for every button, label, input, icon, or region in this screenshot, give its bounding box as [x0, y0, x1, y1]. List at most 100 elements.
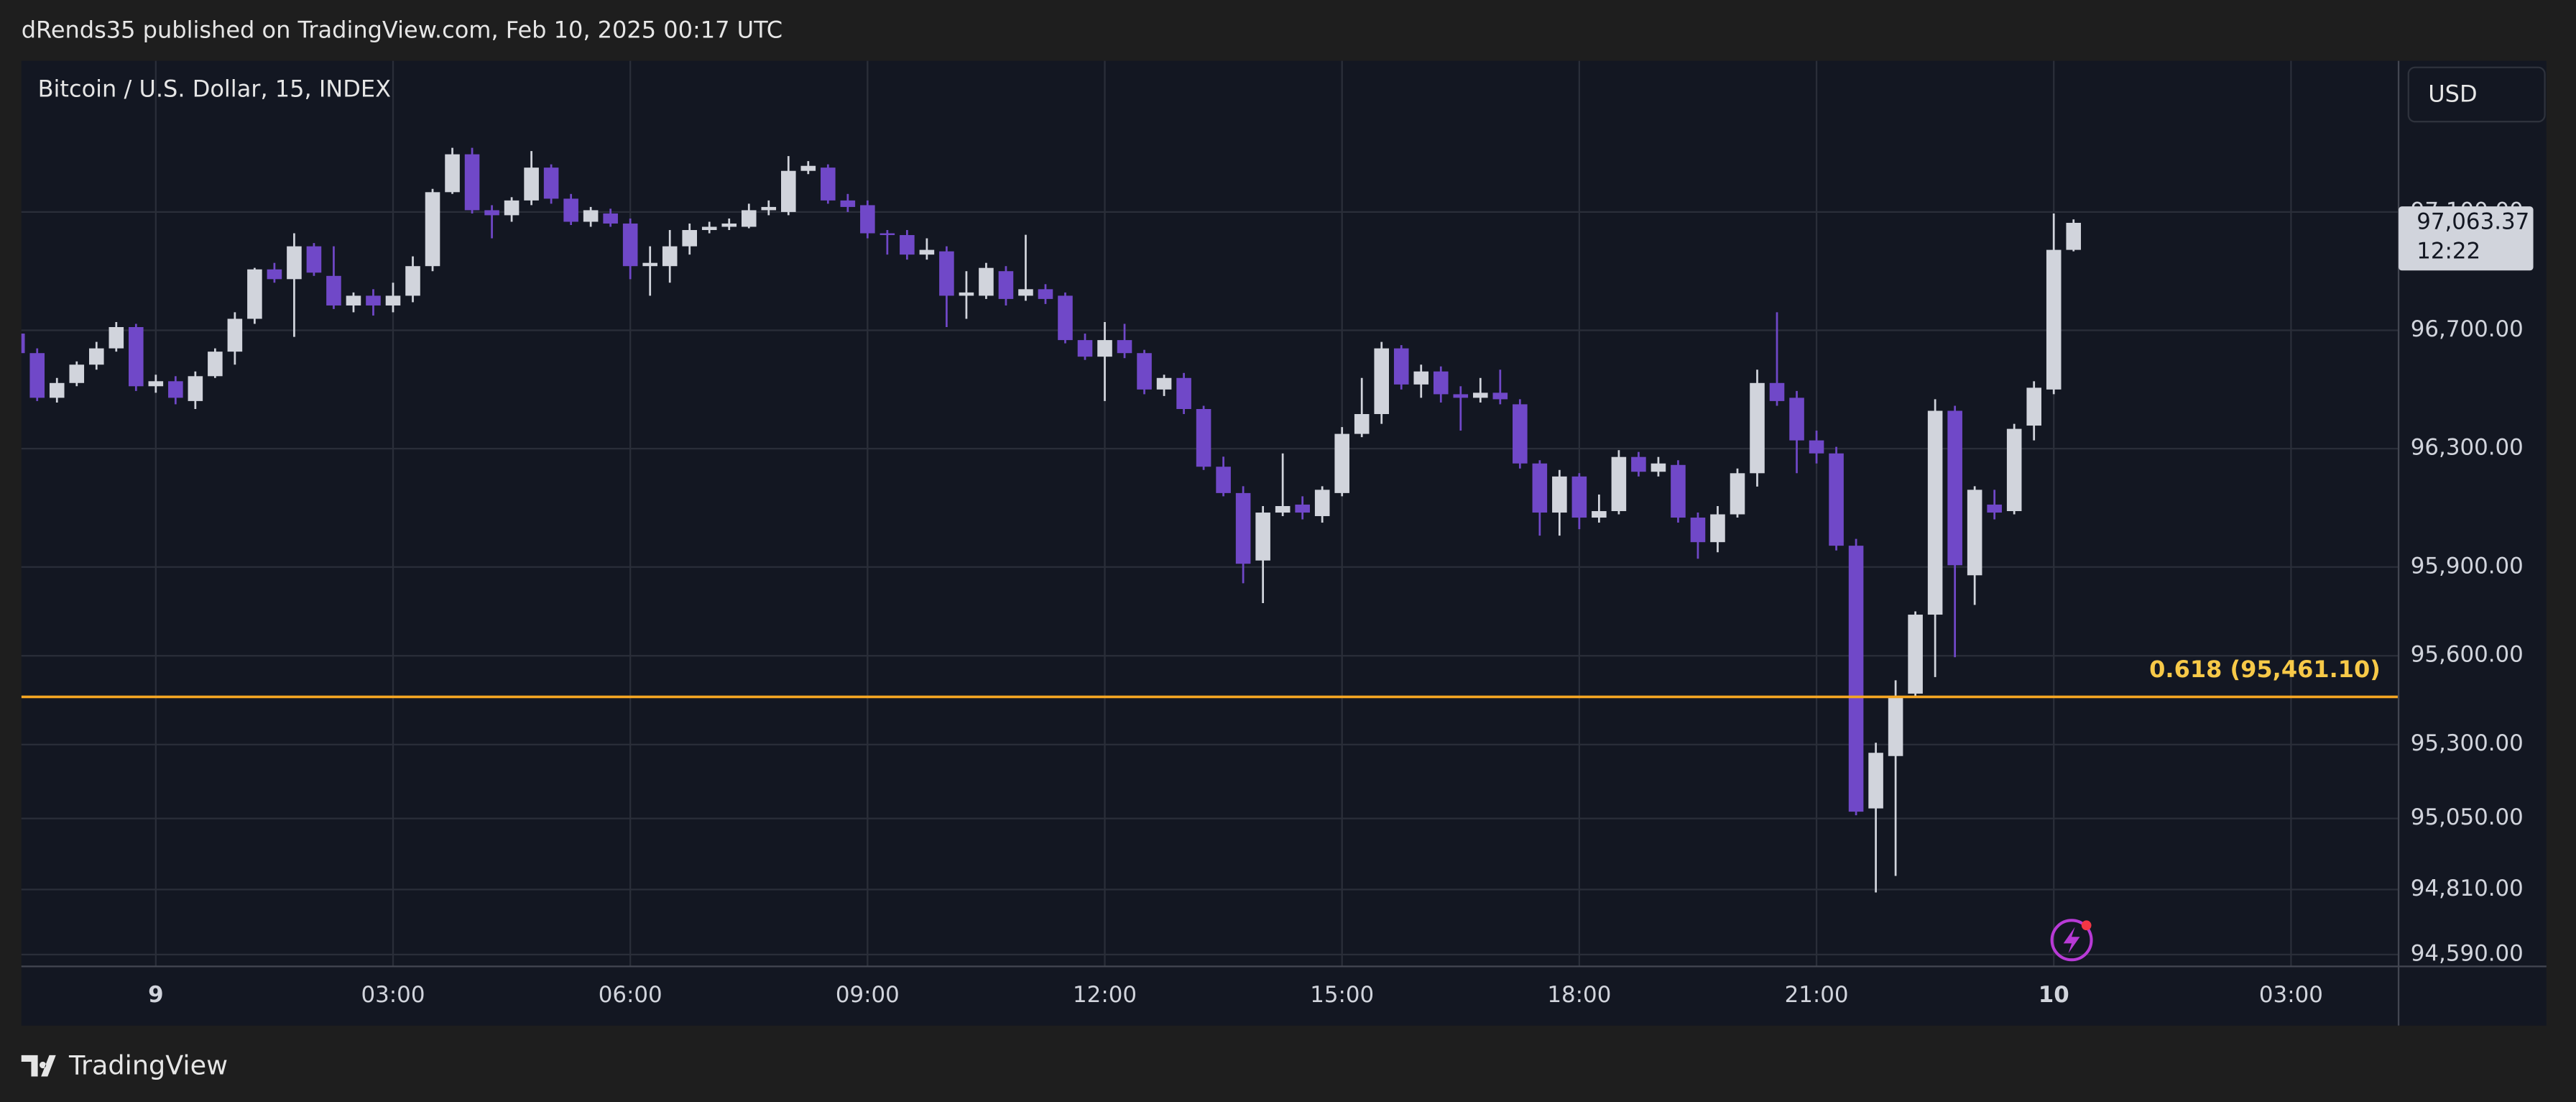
candle-body [1789, 398, 1804, 441]
candle-body [721, 223, 737, 227]
candle-body [287, 246, 302, 280]
fib-level-label: 0.618 (95,461.10) [2149, 656, 2381, 683]
candle-body [425, 192, 440, 267]
candle-body [860, 205, 875, 234]
candle-body [1532, 463, 1548, 513]
alert-ring[interactable] [2050, 919, 2093, 962]
candle-body [2026, 387, 2041, 426]
candle-body [148, 381, 164, 387]
candle-body [1413, 371, 1429, 385]
candle-body [1453, 394, 1469, 398]
candle-body [1513, 404, 1528, 464]
candle-body [1097, 340, 1112, 357]
y-tick-label: 94,590.00 [2411, 940, 2524, 966]
candle-body [1492, 392, 1508, 400]
candle-body [1592, 510, 1607, 518]
alert-icon[interactable] [2050, 919, 2093, 962]
candle-body [1196, 408, 1211, 467]
candle-body [1809, 440, 1824, 454]
candle-body [939, 251, 954, 296]
tv-logo [21, 1055, 56, 1077]
candle-body [1295, 504, 1310, 513]
candle-body [1671, 464, 1686, 518]
candle-body [1690, 518, 1706, 543]
currency-button[interactable] [2407, 66, 2546, 123]
x-tick-label: 10 [2039, 982, 2069, 1008]
candle-body [208, 352, 223, 377]
candle-body [227, 318, 243, 352]
candle-body [1908, 615, 1923, 694]
candle-body [1235, 492, 1251, 564]
candle-body [1334, 433, 1349, 493]
candle-body [1137, 353, 1152, 390]
x-tick-label: 15:00 [1310, 982, 1374, 1008]
candle-body [129, 326, 144, 387]
last-price-badge [2399, 206, 2534, 271]
candle-body [622, 223, 638, 267]
x-tick-label: 12:00 [1073, 982, 1137, 1008]
candle-body [1156, 377, 1172, 390]
candle-body [1216, 467, 1231, 493]
y-tick-label: 95,050.00 [2411, 804, 2524, 830]
candle-body [979, 267, 994, 296]
candle-body [741, 210, 757, 227]
candle-body [109, 326, 124, 349]
candle-body [504, 200, 520, 216]
alert-bolt[interactable] [2063, 927, 2080, 954]
candle-body [1750, 382, 1765, 474]
candle-body [1868, 753, 1883, 809]
candle-body [840, 200, 856, 207]
candle-body [1888, 697, 1903, 756]
candle-body [21, 334, 25, 354]
x-tick-label: 06:00 [599, 982, 663, 1008]
candle-body [1631, 456, 1646, 472]
x-tick-label: 03:00 [2259, 982, 2323, 1008]
candle-body [900, 235, 915, 255]
candle-body [701, 226, 717, 231]
candle-body [1769, 382, 1785, 401]
candle-body [761, 206, 777, 211]
candle-body [583, 210, 599, 222]
candle-body [780, 170, 796, 212]
candle-body [821, 167, 836, 201]
y-tick-label: 96,700.00 [2411, 316, 2524, 342]
candle-body [1710, 514, 1725, 543]
candle-body [1651, 463, 1666, 472]
candle-body [662, 246, 678, 267]
candle-body [2006, 428, 2022, 511]
y-tick-label: 94,810.00 [2411, 876, 2524, 901]
alert-dot[interactable] [2081, 920, 2092, 931]
candle-body [919, 249, 935, 255]
candle-body [2066, 222, 2082, 250]
candle-body [959, 292, 974, 296]
candle-body [563, 198, 578, 222]
brand-name: TradingView [68, 1050, 228, 1080]
candle-body [998, 271, 1014, 299]
candle-body [88, 348, 104, 365]
last-price-label: 97,063.37 [2416, 208, 2529, 234]
candle-body [1275, 505, 1291, 513]
candle-body [168, 381, 183, 398]
axes: 97,100.0096,700.0096,300.0095,900.0095,6… [148, 198, 2534, 1008]
candle-body [1433, 371, 1449, 395]
candle-body [524, 167, 539, 201]
candle-body [2046, 249, 2062, 390]
candle-body [1354, 413, 1370, 434]
candle-body [69, 364, 85, 383]
candle-body [1829, 453, 1844, 546]
candle-body [267, 269, 282, 280]
candle-body [464, 154, 480, 211]
x-tick-label: 03:00 [361, 982, 425, 1008]
candle-body [445, 154, 460, 193]
candle-body [880, 233, 895, 236]
y-tick-label: 96,300.00 [2411, 435, 2524, 461]
tv-logo-mark [21, 1055, 56, 1077]
currency-label[interactable]: USD [2428, 81, 2477, 108]
candle-body [1393, 348, 1409, 385]
candle-body [642, 262, 657, 267]
candle-body [29, 353, 45, 398]
x-tick-label: 21:00 [1785, 982, 1849, 1008]
candle-body [1730, 473, 1745, 515]
